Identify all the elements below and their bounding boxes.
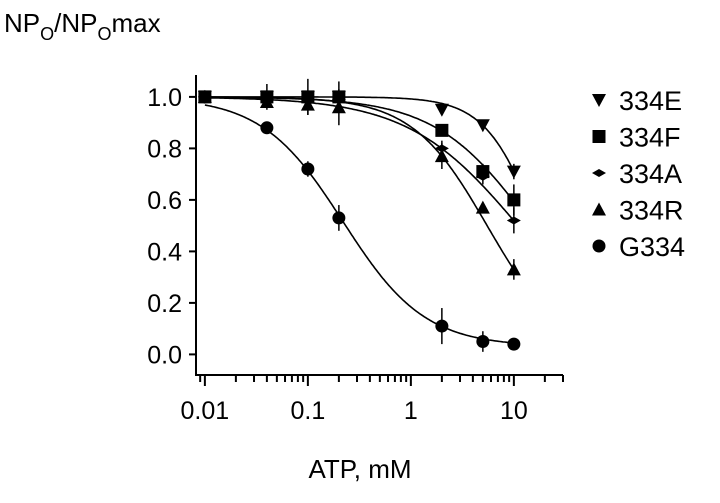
y-tick-label: 0.0 (147, 341, 182, 369)
x-tick-label: 0.01 (181, 397, 230, 425)
data-point-G334 (260, 121, 274, 135)
x-tick-label: 1 (404, 397, 418, 425)
data-point-334A (506, 216, 521, 225)
x-axis-label: ATP, mM (308, 454, 411, 484)
data-point-G334 (476, 335, 490, 349)
legend-label: 334R (619, 196, 684, 226)
y-tick-label: 0.6 (147, 187, 182, 215)
y-axis-label: NPO/NPOmax (4, 8, 161, 44)
data-point-334R (506, 262, 521, 276)
data-point-334E (475, 119, 490, 133)
data-point-334R (475, 200, 490, 214)
legend-marker-G334 (592, 239, 606, 253)
fit-curve-G334 (204, 104, 514, 344)
fit-curve-334E (204, 96, 515, 172)
data-point-334F (435, 123, 449, 137)
data-point-334F (507, 193, 521, 207)
data-point-G334 (507, 337, 521, 351)
x-tick-label: 10 (500, 397, 528, 425)
data-point-334R (300, 97, 315, 111)
legend-marker-334R (592, 202, 606, 216)
data-point-334A (475, 172, 490, 181)
data-point-334E (434, 103, 449, 117)
legend-marker-334A (592, 169, 606, 177)
y-tick-label: 1.0 (147, 84, 182, 112)
y-tick-label: 0.8 (147, 135, 182, 163)
y-tick-label: 0.2 (147, 290, 182, 318)
x-tick-label: 0.1 (290, 397, 325, 425)
y-tick-label: 0.4 (147, 238, 182, 266)
legend-marker-334E (592, 94, 606, 107)
fit-curve-334R (204, 96, 515, 271)
legend-label: G334 (619, 232, 685, 262)
data-point-G334 (332, 211, 346, 225)
fit-curve-334A (204, 97, 515, 222)
data-point-334R (259, 95, 274, 109)
legend-label: 334E (619, 86, 682, 116)
data-point-334R (434, 149, 449, 163)
legend-label: 334A (619, 159, 682, 189)
legend-label: 334F (619, 123, 681, 153)
data-point-G334 (198, 90, 212, 104)
data-point-334E (506, 165, 521, 179)
data-point-G334 (435, 319, 449, 333)
data-point-G334 (301, 162, 315, 176)
data-point-334R (331, 100, 346, 114)
legend-marker-334F (592, 130, 606, 143)
